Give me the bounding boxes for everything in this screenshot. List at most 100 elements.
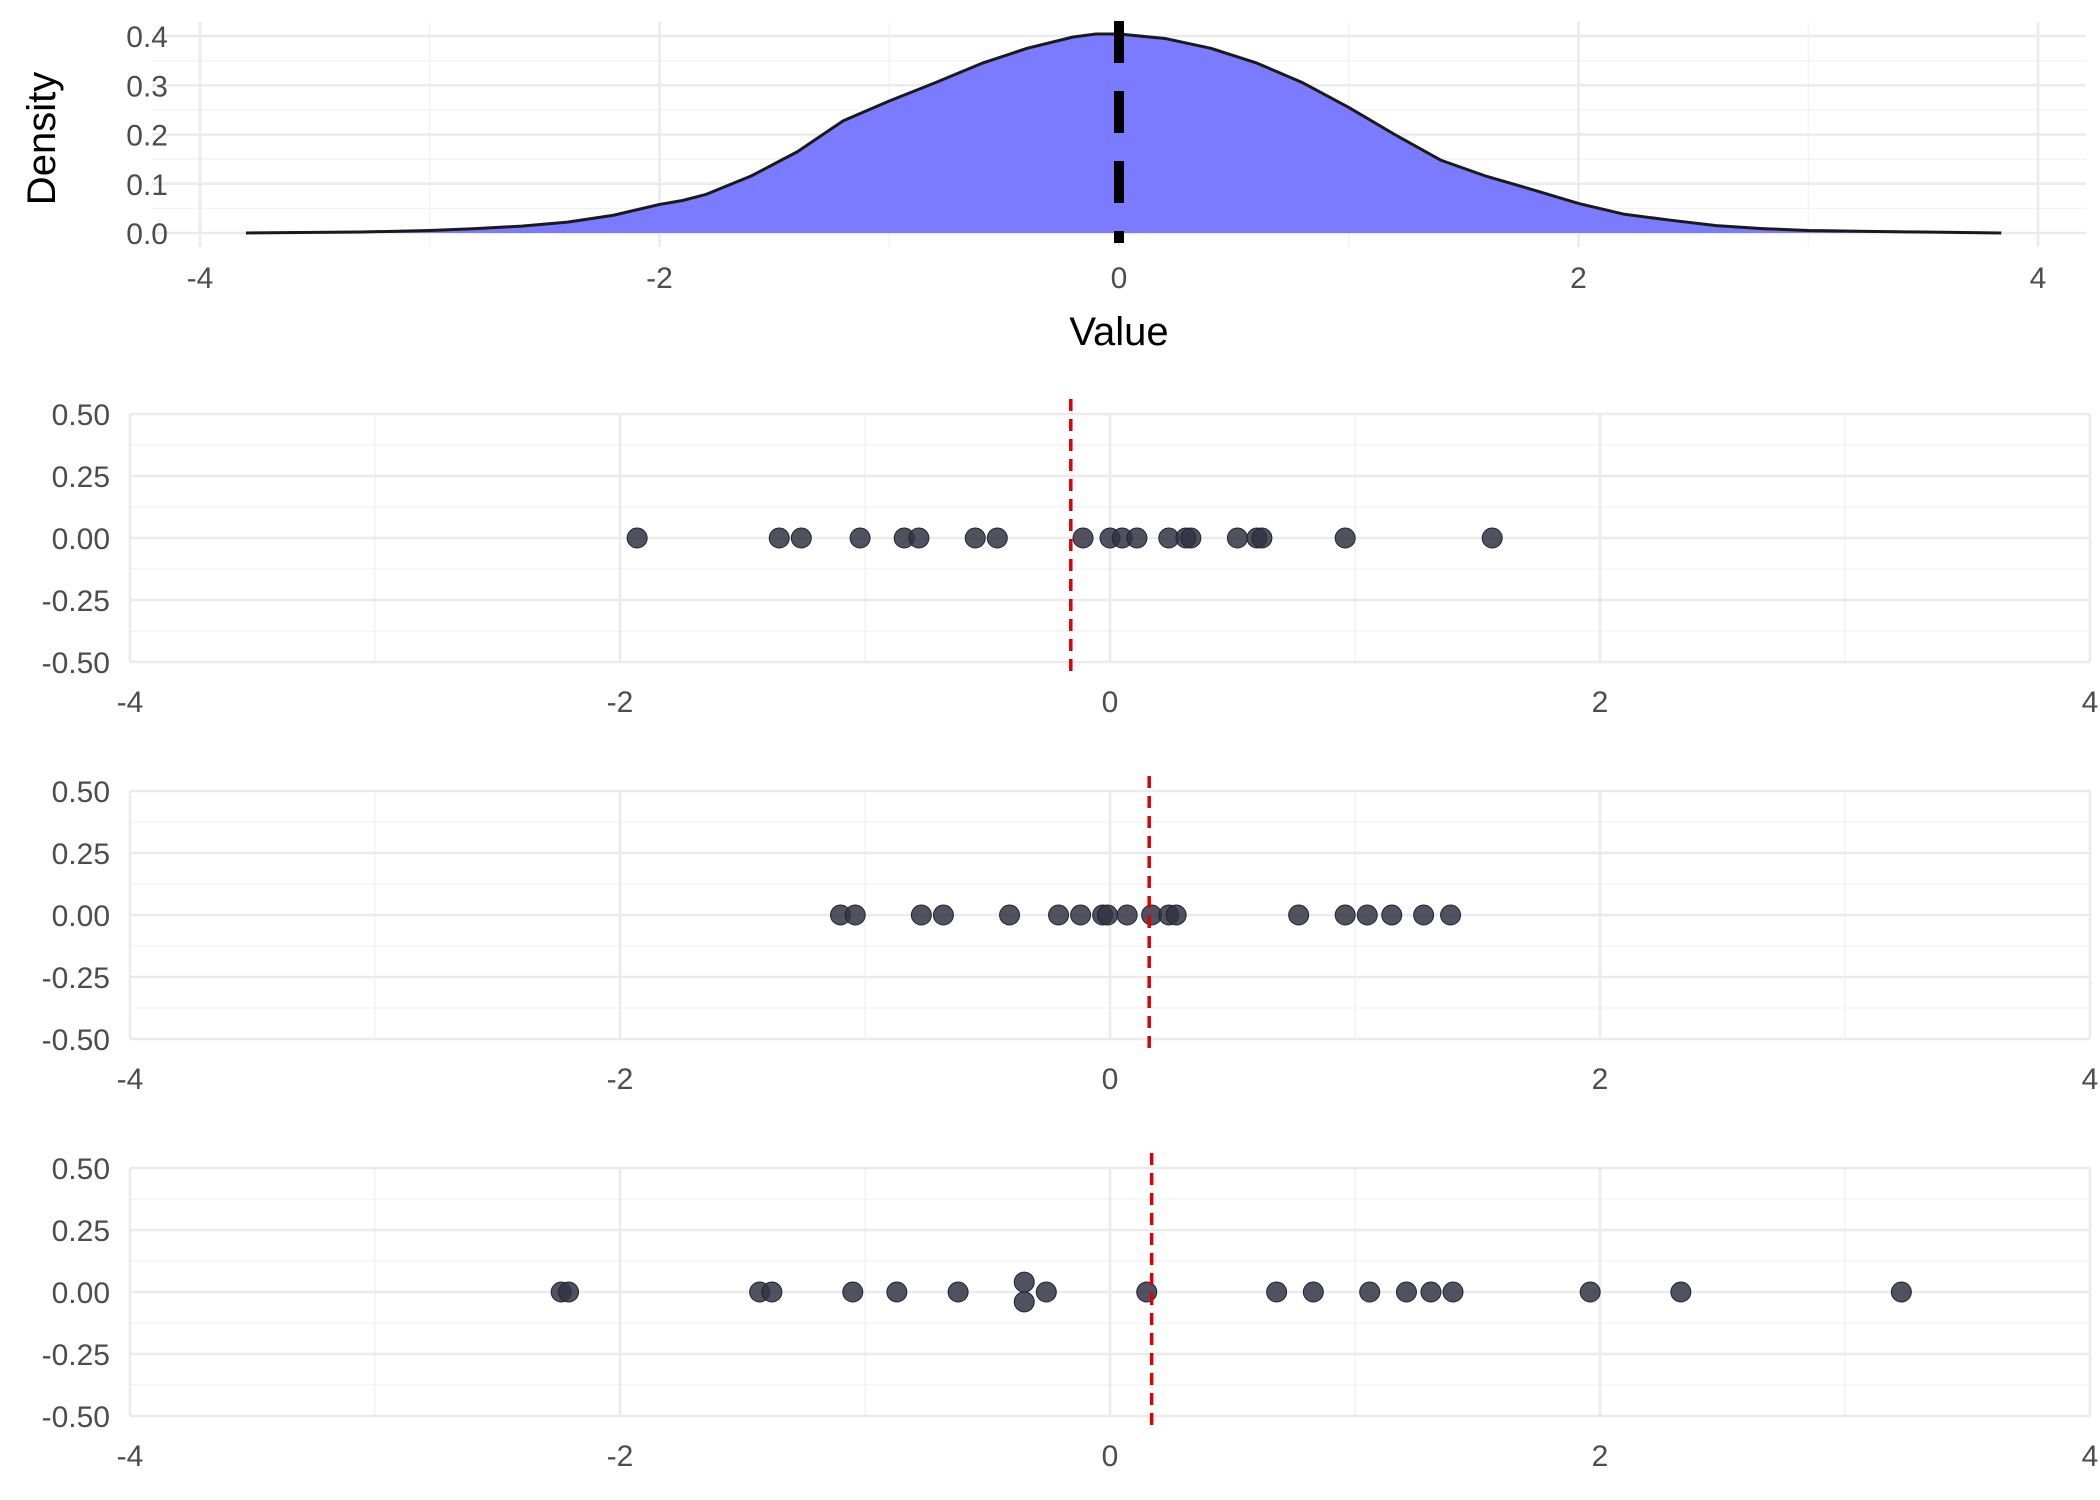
data-point xyxy=(1013,1271,1035,1293)
x-tick-label: 0 xyxy=(1102,1063,1119,1096)
data-point xyxy=(1116,904,1138,926)
y-axis-tick-labels: 0.50 0.25 0.00 -0.25 -0.50 xyxy=(42,1153,110,1434)
x-tick-label: -4 xyxy=(117,686,144,719)
data-point xyxy=(1381,904,1403,926)
y-tick-label: -0.25 xyxy=(42,962,110,995)
data-point xyxy=(1481,527,1503,549)
data-point xyxy=(1440,904,1462,926)
data-point xyxy=(1442,1281,1464,1303)
data-point xyxy=(1413,904,1435,926)
x-tick-label: 2 xyxy=(1570,262,1587,295)
x-axis-tick-labels: -4 -2 0 2 4 xyxy=(117,1063,2099,1096)
points xyxy=(626,527,1503,549)
data-point xyxy=(1288,904,1310,926)
data-point xyxy=(768,527,790,549)
data-point xyxy=(932,904,954,926)
y-axis-title: Density xyxy=(20,72,64,205)
dot-panel-2: -4 -2 0 2 4 0.50 0.25 0.00 -0.25 -0.50 xyxy=(42,776,2099,1096)
x-tick-label: 0 xyxy=(1111,262,1128,295)
x-tick-label: -2 xyxy=(607,1063,634,1096)
y-tick-label: 0.50 xyxy=(52,1153,110,1186)
data-point xyxy=(790,527,812,549)
data-point xyxy=(1097,904,1119,926)
density-area xyxy=(245,34,2002,233)
data-point xyxy=(986,527,1008,549)
y-axis-tick-labels: 0.50 0.25 0.00 -0.25 -0.50 xyxy=(42,776,110,1057)
y-tick-label: 0.00 xyxy=(52,900,110,933)
data-point xyxy=(1334,904,1356,926)
data-point xyxy=(1334,527,1356,549)
data-point xyxy=(844,904,866,926)
y-tick-label: 0.50 xyxy=(52,399,110,432)
data-point xyxy=(908,527,930,549)
data-point xyxy=(1136,1281,1158,1303)
gridlines xyxy=(128,1166,2092,1418)
y-tick-label: 0.25 xyxy=(52,1215,110,1248)
y-tick-label: -0.50 xyxy=(42,1024,110,1057)
x-axis-tick-labels: -4 -2 0 2 4 xyxy=(187,262,2047,295)
data-point xyxy=(1180,527,1202,549)
y-tick-label: -0.50 xyxy=(42,1401,110,1434)
data-point xyxy=(1072,527,1094,549)
y-tick-label: 0.25 xyxy=(52,461,110,494)
y-tick-label: 0.1 xyxy=(126,169,168,202)
data-point xyxy=(1266,1281,1288,1303)
density-curve xyxy=(245,32,2002,235)
x-axis-tick-labels: -4 -2 0 2 4 xyxy=(117,1440,2099,1473)
x-tick-label: -4 xyxy=(117,1063,144,1096)
data-point xyxy=(1302,1281,1324,1303)
x-tick-label: 0 xyxy=(1102,1440,1119,1473)
data-point xyxy=(1035,1281,1057,1303)
y-tick-label: 0.0 xyxy=(126,218,168,251)
points xyxy=(830,904,1462,926)
data-point xyxy=(761,1281,783,1303)
data-point xyxy=(964,527,986,549)
data-point xyxy=(1165,904,1187,926)
x-tick-label: 2 xyxy=(1592,1440,1609,1473)
data-point xyxy=(1048,904,1070,926)
data-point xyxy=(842,1281,864,1303)
y-axis-tick-labels: 0.50 0.25 0.00 -0.25 -0.50 xyxy=(42,399,110,680)
data-point xyxy=(1420,1281,1442,1303)
data-point xyxy=(1890,1281,1912,1303)
data-point xyxy=(1251,527,1273,549)
x-tick-label: -4 xyxy=(117,1440,144,1473)
y-axis-tick-labels: 0.0 0.1 0.2 0.3 0.4 xyxy=(126,21,168,251)
y-tick-label: -0.50 xyxy=(42,647,110,680)
x-tick-label: 2 xyxy=(1592,686,1609,719)
data-point xyxy=(849,527,871,549)
gridlines xyxy=(128,789,2092,1041)
data-point xyxy=(1356,904,1378,926)
x-tick-label: 4 xyxy=(2082,1440,2099,1473)
y-tick-label: 0.25 xyxy=(52,838,110,871)
x-tick-label: 0 xyxy=(1102,686,1119,719)
y-tick-label: -0.25 xyxy=(42,585,110,618)
y-tick-label: 0.50 xyxy=(52,776,110,809)
data-point xyxy=(1579,1281,1601,1303)
x-tick-label: 4 xyxy=(2030,262,2047,295)
data-point xyxy=(1126,527,1148,549)
data-point xyxy=(1670,1281,1692,1303)
y-tick-label: 0.00 xyxy=(52,1277,110,1310)
y-tick-label: 0.00 xyxy=(52,523,110,556)
data-point xyxy=(626,527,648,549)
x-axis-title: Value xyxy=(1069,310,1168,354)
data-point xyxy=(1395,1281,1417,1303)
data-point xyxy=(999,904,1021,926)
y-tick-label: 0.2 xyxy=(126,120,168,153)
x-tick-label: -4 xyxy=(187,262,214,295)
data-point xyxy=(1359,1281,1381,1303)
y-tick-label: 0.3 xyxy=(126,70,168,103)
x-axis-tick-labels: -4 -2 0 2 4 xyxy=(117,686,2099,719)
x-tick-label: -2 xyxy=(646,262,673,295)
dot-panel-3: -4 -2 0 2 4 0.50 0.25 0.00 -0.25 -0.50 xyxy=(42,1153,2099,1473)
x-tick-label: 4 xyxy=(2082,1063,2099,1096)
y-tick-label: 0.4 xyxy=(126,21,168,54)
x-tick-label: 2 xyxy=(1592,1063,1609,1096)
points xyxy=(550,1271,1912,1313)
x-tick-label: -2 xyxy=(607,686,634,719)
y-tick-label: -0.25 xyxy=(42,1339,110,1372)
data-point xyxy=(1013,1291,1035,1313)
data-point xyxy=(910,904,932,926)
